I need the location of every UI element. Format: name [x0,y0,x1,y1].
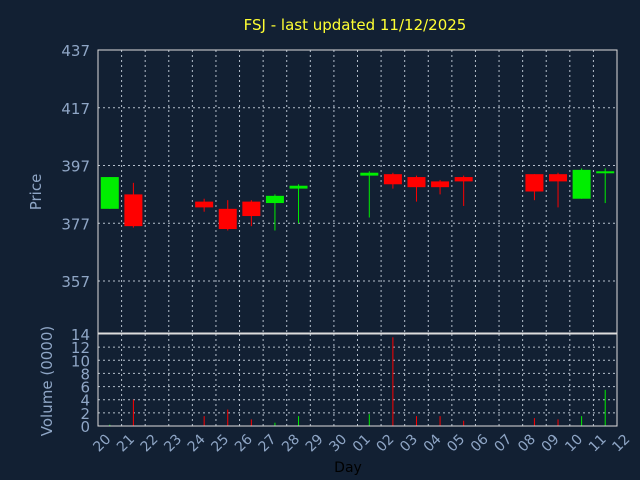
candle-25 [218,200,237,231]
candle-body [218,208,237,230]
x-tick-label: 12 [609,431,633,455]
volume-y-tick-label: 4 [80,392,90,410]
price-y-tick-label: 417 [61,100,90,118]
candle-20 [100,177,119,209]
x-tick-label: 07 [491,431,515,455]
x-tick-label: 04 [421,431,445,455]
x-tick-label: 21 [114,431,138,455]
x-tick-label: 26 [232,431,256,455]
candle-26 [242,200,261,227]
x-axis-label: Day [334,460,362,476]
x-tick-label: 20 [90,431,114,455]
candle-body [265,195,284,204]
candle-28 [289,184,308,224]
candle-body [407,177,426,188]
volume-y-tick-label: 6 [80,379,90,397]
x-tick-label: 28 [279,431,303,455]
x-tick-label: 02 [374,431,398,455]
candle-body [454,177,473,182]
candle-body [572,169,591,199]
x-tick-label: 01 [350,431,374,455]
candle-body [195,201,214,208]
x-tick-label: 11 [586,431,610,455]
price-y-tick-label: 437 [61,42,90,60]
price-y-tick-label: 377 [61,215,90,233]
x-tick-label: 03 [397,431,421,455]
x-tick-label: 27 [256,431,280,455]
candle-body [525,174,544,192]
candle-body [124,194,143,227]
price-y-tick-label: 357 [61,273,90,291]
volume-axis-label: Volume (0000) [38,326,56,436]
volume-y-tick-label: 2 [80,405,90,423]
candle-24 [195,198,214,212]
x-tick-labels: 20 21 22 23 24 25 26 27 28 29 30 01 02 03 04 05 06 07 08 09… [90,431,633,455]
x-tick-label: 09 [539,431,563,455]
x-tick-label: 22 [138,431,162,455]
volume-panel-grid [97,333,618,427]
candle-01 [360,171,379,218]
price-axis-label: Price [27,174,45,211]
x-tick-label: 25 [208,431,232,455]
x-tick-label: 29 [303,431,327,455]
volume-y-tick-label: 12 [71,339,90,357]
x-tick-label: 30 [326,431,350,455]
x-tick-label: 24 [185,431,209,455]
x-tick-label: 23 [161,431,185,455]
volume-y-tick-label: 14 [71,326,90,344]
candle-03 [407,175,426,202]
candle-body [549,174,568,182]
candle-body [289,185,308,189]
candle-02 [383,172,402,189]
volume-y-tick-label: 0 [80,418,90,436]
candle-body [383,174,402,185]
volume-panel-frame [97,333,618,427]
candle-09 [549,172,568,208]
volume-y-tick-label: 10 [71,352,90,370]
volume-y-tick-label: 8 [80,365,90,383]
price-y-tick-label: 397 [61,158,90,176]
candle-body [100,177,119,209]
volume-bar-series [109,337,606,426]
price-y-tick-labels: 357 377 397 417 437 [61,42,90,291]
candle-04 [431,179,450,195]
chart-title: FSJ - last updated 11/12/2025 [244,16,467,34]
price-panel-frame [97,49,618,334]
candle-body [431,181,450,188]
candle-body [242,201,261,217]
candle-10 [572,168,591,199]
candle-11 [596,168,615,204]
candle-27 [265,194,284,231]
candle-08 [525,174,544,201]
candle-05 [454,175,473,206]
candle-body [360,172,379,176]
x-tick-label: 08 [515,431,539,455]
candle-21 [124,182,143,228]
candle-body [596,171,615,174]
x-tick-label: 05 [444,431,468,455]
x-tick-label: 10 [562,431,586,455]
candlestick-series [100,168,615,231]
x-tick-label: 06 [468,431,492,455]
